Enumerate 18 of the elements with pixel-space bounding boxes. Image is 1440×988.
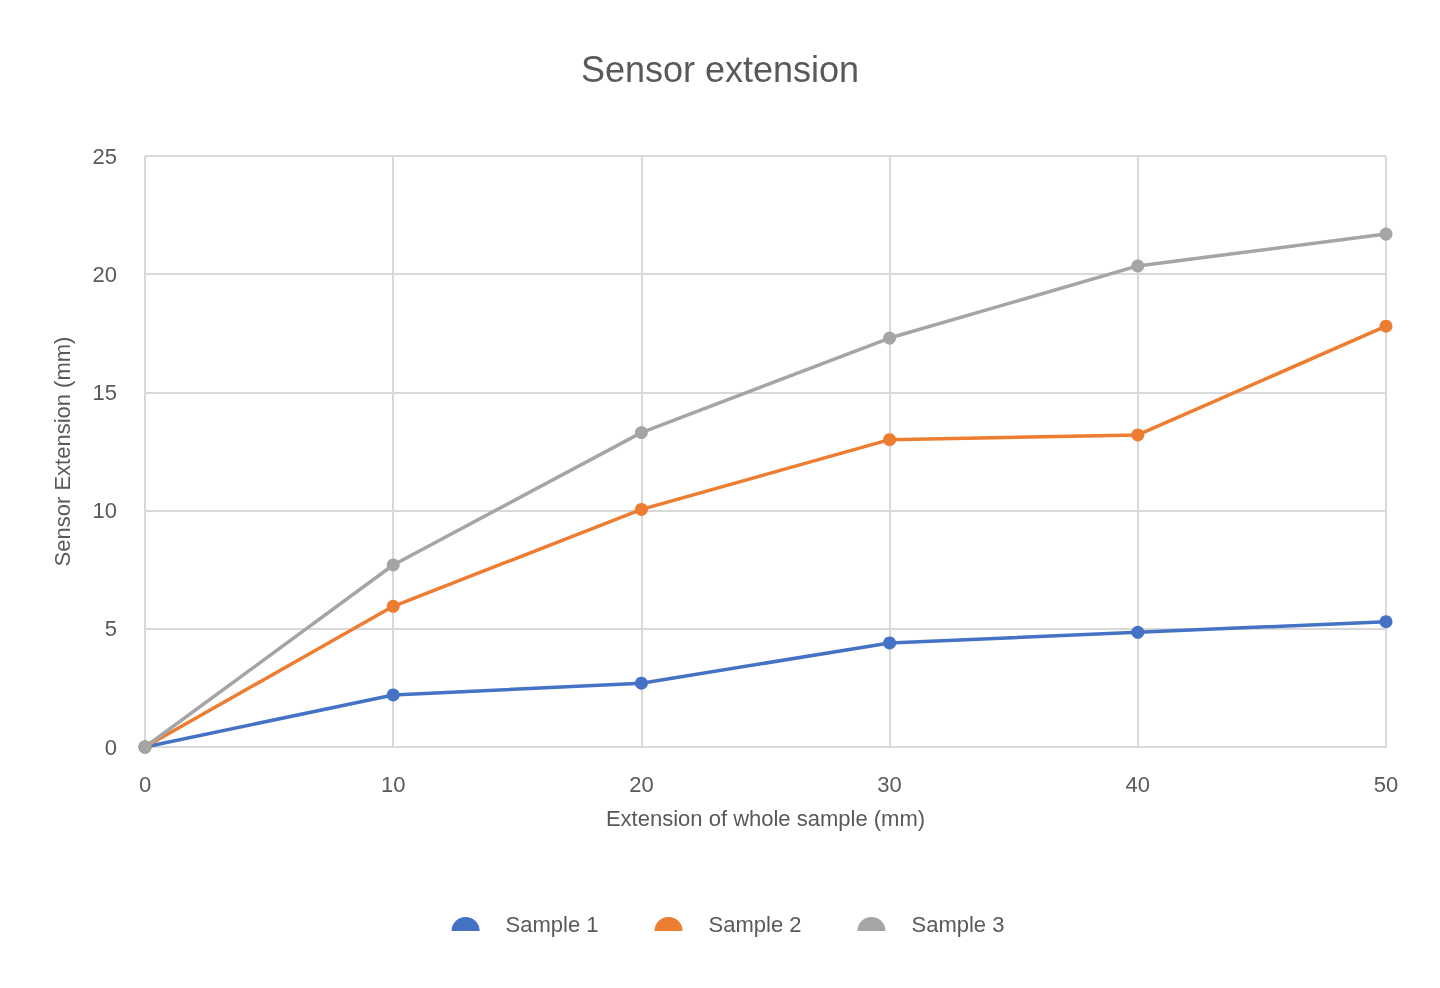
x-tick-label: 10 — [380, 771, 406, 797]
chart-title: Sensor extension — [580, 48, 860, 90]
y-tick-label: 15 — [92, 379, 117, 405]
x-tick-label: 30 — [877, 771, 902, 797]
y-tick-label: 25 — [92, 143, 117, 169]
legend-label: Sample 3 — [911, 911, 1005, 937]
legend-label: Sample 2 — [708, 911, 802, 937]
x-tick-label: 50 — [1373, 771, 1399, 797]
y-tick-label: 20 — [92, 261, 117, 287]
x-tick-label: 0 — [138, 771, 152, 797]
x-tick-label: 40 — [1125, 771, 1151, 797]
legend-label: Sample 1 — [505, 911, 599, 937]
x-tick-label: 20 — [629, 771, 654, 797]
y-tick-label: 0 — [104, 734, 117, 760]
y-axis-title: Sensor Extension (mm) — [49, 336, 75, 567]
y-tick-label: 5 — [104, 616, 117, 642]
y-tick-label: 10 — [92, 498, 117, 524]
x-axis-title: Extension of whole sample (mm) — [605, 805, 926, 831]
